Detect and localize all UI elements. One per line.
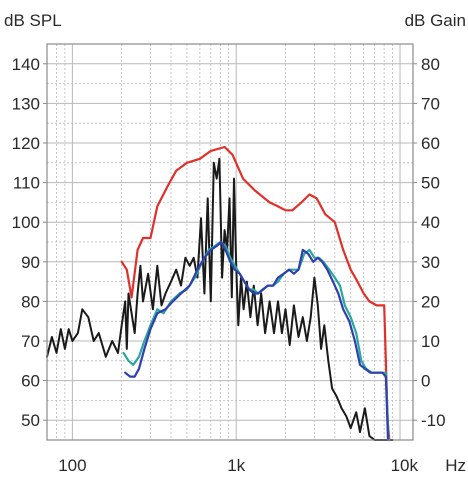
x-axis-unit-label: Hz <box>445 456 466 475</box>
y-tick-label-right: 40 <box>421 213 440 232</box>
plot-border <box>46 43 414 441</box>
y-tick-label-right: 0 <box>421 372 430 391</box>
y-tick-label-left: 70 <box>21 332 40 351</box>
x-tick-label: 10k <box>391 456 419 475</box>
y-tick-label-left: 100 <box>12 213 40 232</box>
y-tick-label-left: 90 <box>21 253 40 272</box>
y-tick-label-right: 70 <box>421 94 440 113</box>
plot-frame <box>43 43 417 441</box>
y-tick-label-left: 110 <box>13 174 40 193</box>
series-line-black <box>46 157 394 441</box>
y-tick-label-left: 60 <box>21 372 40 391</box>
y-tick-label-left: 80 <box>21 292 40 311</box>
y-axis-label-right: dB Gain <box>405 11 466 30</box>
y-axis-label-left: dB SPL <box>4 11 62 30</box>
y-tick-label-left: 130 <box>12 94 40 113</box>
y-tick-label-right: 50 <box>421 174 440 193</box>
y-tick-label-left: 50 <box>21 411 40 430</box>
y-tick-label-right: 80 <box>421 55 440 74</box>
series-line-red <box>120 145 391 442</box>
x-tick-label: 1k <box>227 456 245 475</box>
tick-labels: 1401301201101009080706050807060504030201… <box>12 55 446 475</box>
x-tick-label: 100 <box>58 456 86 475</box>
y-tick-label-right: 20 <box>421 292 440 311</box>
y-tick-label-right: 30 <box>421 253 440 272</box>
y-tick-label-right: 60 <box>421 134 440 153</box>
y-tick-label-left: 140 <box>12 55 40 74</box>
y-tick-label-right: -10 <box>421 411 446 430</box>
y-tick-label-right: 10 <box>421 332 440 351</box>
series-lines <box>46 145 394 442</box>
series-line-blue <box>124 240 390 442</box>
y-tick-label-left: 120 <box>12 134 40 153</box>
